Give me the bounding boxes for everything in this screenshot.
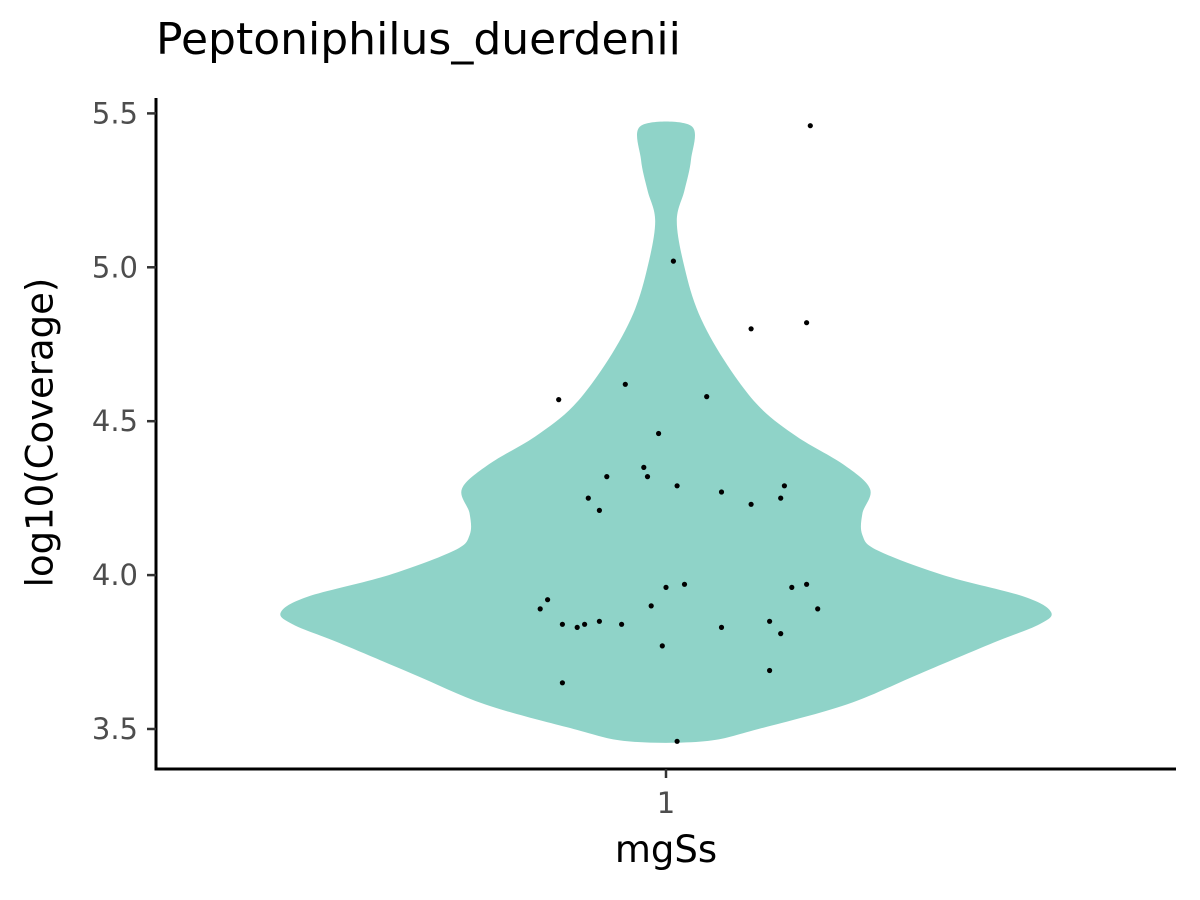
data-point-24	[537, 606, 543, 612]
data-point-4	[804, 320, 810, 326]
axes-layer: 3.5 4.0 4.5 5.0 5.5 1	[92, 96, 1176, 820]
data-point-18	[596, 507, 603, 513]
data-point-11	[604, 474, 610, 480]
x-axis-label: mgSs	[614, 828, 718, 871]
data-point-9	[641, 464, 647, 470]
y-tick-label-5.5: 5.5	[92, 96, 138, 130]
y-axis-label: log10(Coverage)	[18, 277, 62, 588]
data-point-12	[674, 483, 680, 489]
data-point-35	[659, 643, 665, 649]
data-point-25	[648, 603, 654, 609]
data-point-33	[767, 618, 773, 624]
y-tick-label-5.0: 5.0	[92, 250, 138, 284]
data-point-16	[778, 495, 784, 501]
data-point-2	[670, 258, 677, 264]
violin-layer	[280, 121, 1052, 743]
data-point-29	[582, 621, 588, 627]
data-point-38	[674, 738, 680, 744]
data-point-20	[681, 581, 688, 587]
data-point-17	[748, 501, 754, 507]
data-point-31	[619, 621, 625, 627]
data-point-37	[559, 680, 566, 686]
y-tick-label-4.0: 4.0	[92, 558, 138, 592]
data-point-8	[656, 430, 662, 437]
data-point-6	[622, 381, 628, 387]
data-point-34	[778, 631, 784, 637]
data-point-19	[663, 584, 669, 591]
data-point-10	[644, 474, 651, 480]
chart-title: Peptoniphilus_duerdenii	[156, 14, 681, 65]
data-point-13	[781, 483, 788, 489]
x-tick-label-1: 1	[657, 786, 675, 820]
data-point-30	[596, 618, 603, 624]
data-point-3	[748, 326, 754, 332]
data-point-23	[545, 597, 551, 603]
points-layer	[537, 123, 821, 744]
data-point-1	[807, 123, 813, 129]
data-point-32	[718, 624, 725, 631]
data-point-15	[718, 489, 725, 495]
data-point-28	[574, 624, 580, 631]
y-tick-label-3.5: 3.5	[92, 712, 138, 746]
data-point-36	[767, 667, 773, 674]
data-point-14	[585, 495, 591, 501]
data-point-5	[556, 397, 562, 403]
data-point-26	[815, 606, 821, 612]
y-tick-label-4.5: 4.5	[92, 404, 138, 438]
violin-body	[280, 121, 1052, 743]
data-point-27	[559, 621, 566, 627]
data-point-21	[789, 584, 795, 591]
data-point-22	[804, 581, 810, 587]
data-point-7	[704, 394, 710, 400]
